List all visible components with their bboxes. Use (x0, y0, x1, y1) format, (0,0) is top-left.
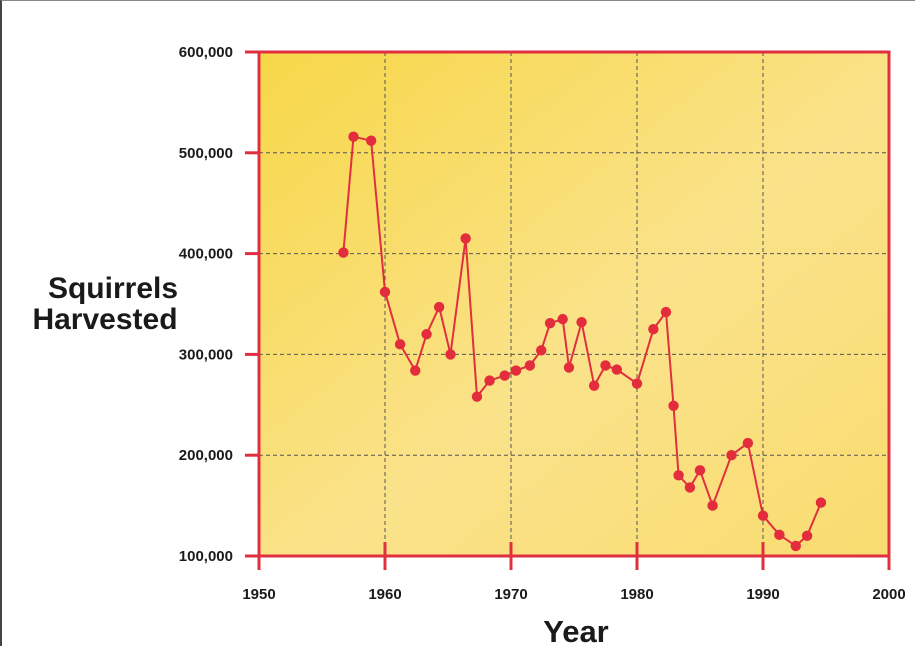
data-point-6 (421, 329, 432, 340)
data-point-14 (524, 360, 536, 371)
y-axis-title-line-2: Harvested (32, 303, 177, 336)
data-point-11 (484, 375, 495, 386)
data-point-26 (668, 400, 679, 412)
x-axis-tick-labels: 1950 1960 1970 1980 1990 2000 (242, 586, 905, 603)
data-point-24 (648, 324, 659, 335)
data-point-29 (694, 465, 706, 476)
data-point-13 (510, 365, 522, 376)
y-tick-label-400000: 400,000 (179, 246, 233, 263)
data-point-32 (742, 437, 754, 449)
data-point-21 (600, 360, 611, 371)
data-point-8 (445, 349, 456, 360)
data-point-28 (684, 482, 696, 493)
data-point-16 (544, 317, 556, 329)
plot-border (257, 50, 891, 558)
data-point-33 (757, 510, 769, 521)
data-point-4 (394, 339, 406, 350)
data-point-3 (379, 286, 391, 298)
data-point-37 (815, 497, 827, 508)
x-tick-label-1950: 1950 (242, 586, 275, 603)
x-axis-title: Year (543, 614, 609, 648)
data-point-12 (499, 370, 510, 381)
y-tick-label-200000: 200,000 (179, 447, 233, 464)
data-point-36 (801, 530, 813, 542)
data-point-9 (460, 233, 471, 244)
data-point-5 (410, 365, 421, 376)
data-point-30 (707, 500, 718, 511)
axes (245, 50, 891, 570)
data-point-35 (790, 540, 801, 552)
x-tick-label-1970: 1970 (494, 586, 527, 603)
data-point-19 (576, 316, 587, 328)
data-point-20 (588, 380, 600, 391)
data-point-0 (338, 247, 349, 258)
data-point-25 (660, 306, 672, 318)
data-point-2 (365, 135, 377, 146)
y-tick-label-300000: 300,000 (179, 346, 233, 363)
x-tick-label-1960: 1960 (368, 586, 401, 603)
data-point-18 (563, 362, 575, 373)
data-point-10 (471, 391, 483, 402)
y-axis-title-line-1: Squirrels (48, 272, 178, 305)
x-tick-label-2000: 2000 (872, 586, 905, 603)
data-point-27 (673, 470, 684, 481)
plot-area (259, 52, 889, 556)
grid (259, 52, 889, 556)
data-point-22 (611, 364, 623, 375)
x-tick-label-1990: 1990 (746, 586, 779, 603)
y-tick-label-100000: 100,000 (179, 548, 233, 565)
data-point-34 (774, 529, 785, 541)
series (338, 131, 827, 552)
data-point-23 (631, 378, 643, 389)
data-point-31 (726, 450, 737, 461)
x-tick-label-1980: 1980 (620, 586, 653, 603)
data-point-1 (348, 131, 359, 142)
y-tick-label-500000: 500,000 (179, 145, 233, 162)
data-point-7 (433, 301, 445, 313)
y-axis-tick-labels: 100,000 200,000 300,000 400,000 500,000 600,0… (179, 44, 233, 565)
y-tick-label-600000: 600,000 (179, 44, 233, 61)
data-point-17 (557, 313, 568, 325)
data-point-15 (536, 345, 547, 356)
